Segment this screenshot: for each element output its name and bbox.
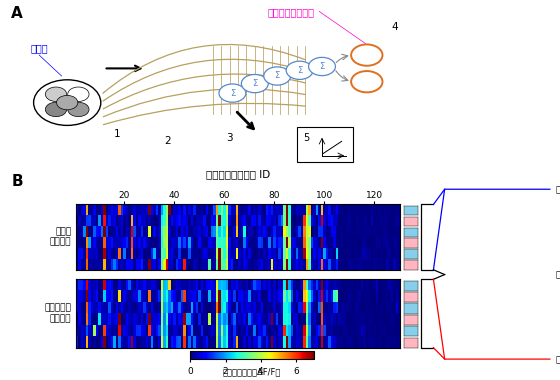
Text: 触角葉: 触角葉 bbox=[30, 43, 48, 53]
Circle shape bbox=[309, 57, 335, 76]
Text: Σ: Σ bbox=[230, 89, 235, 98]
Circle shape bbox=[351, 71, 382, 92]
Text: A: A bbox=[11, 6, 23, 21]
Circle shape bbox=[68, 102, 89, 117]
Text: Σ: Σ bbox=[252, 79, 258, 88]
Circle shape bbox=[241, 74, 268, 93]
Circle shape bbox=[45, 102, 67, 117]
Text: コンポーネント 2: コンポーネント 2 bbox=[556, 355, 560, 364]
Circle shape bbox=[286, 61, 313, 79]
Text: キノコ体神経細胞: キノコ体神経細胞 bbox=[268, 8, 315, 17]
Text: 3: 3 bbox=[226, 133, 233, 142]
Text: B: B bbox=[11, 174, 23, 189]
Title: キノコ体神経細胞 ID: キノコ体神経細胞 ID bbox=[206, 169, 270, 179]
Y-axis label: 実際の
匀い応答: 実際の 匀い応答 bbox=[50, 227, 72, 247]
Text: 2: 2 bbox=[165, 136, 171, 146]
Text: コンポーネント 1: コンポーネント 1 bbox=[556, 185, 560, 194]
Text: 5: 5 bbox=[304, 133, 310, 143]
Circle shape bbox=[57, 95, 78, 110]
Circle shape bbox=[219, 84, 246, 102]
Circle shape bbox=[68, 87, 89, 101]
Text: 応答の大きさ（ΔF/F）: 応答の大きさ（ΔF/F） bbox=[223, 368, 281, 377]
Circle shape bbox=[351, 44, 382, 66]
FancyBboxPatch shape bbox=[297, 127, 353, 162]
Text: Σ: Σ bbox=[297, 66, 302, 75]
Text: 1: 1 bbox=[114, 129, 121, 139]
Text: 4: 4 bbox=[391, 22, 398, 32]
Circle shape bbox=[45, 87, 67, 101]
Circle shape bbox=[264, 67, 291, 85]
Text: 混合物: 混合物 bbox=[556, 270, 560, 279]
Text: Σ: Σ bbox=[319, 62, 325, 71]
Text: Σ: Σ bbox=[274, 71, 280, 81]
Y-axis label: 予測された
匀い応答: 予測された 匀い応答 bbox=[45, 304, 72, 323]
